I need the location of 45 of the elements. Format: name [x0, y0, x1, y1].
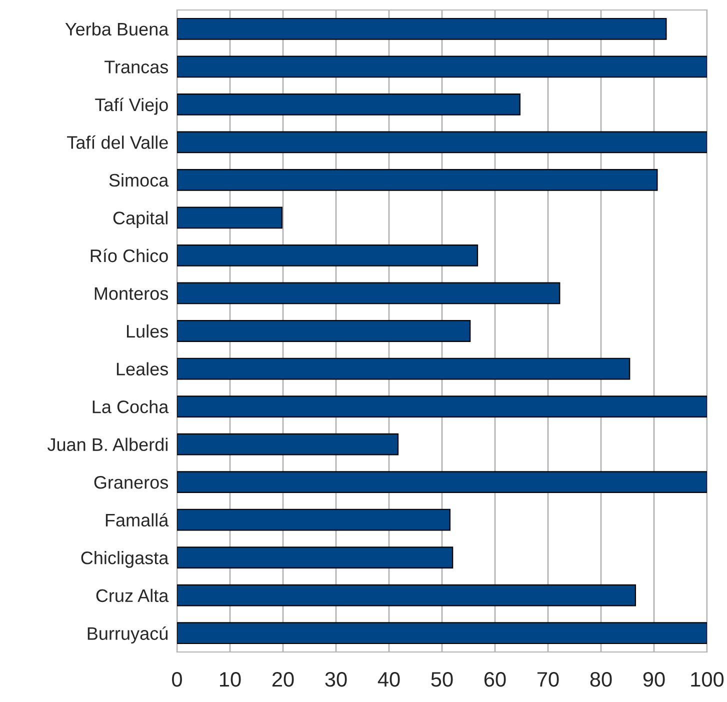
- bar: [177, 206, 282, 229]
- x-tick-label: 30: [325, 672, 347, 687]
- x-tick-label: 10: [220, 672, 241, 687]
- y-tick-label: Simoca: [109, 173, 169, 187]
- bar: [177, 320, 471, 342]
- bar: [177, 396, 707, 418]
- y-tick-label: Lules: [126, 324, 168, 338]
- bar: [177, 244, 478, 266]
- bar: [177, 282, 560, 304]
- x-tick-label: 70: [537, 672, 559, 687]
- y-tick-label: Burruyacú: [88, 626, 168, 644]
- x-tick-label: 50: [431, 672, 453, 687]
- x-tick-label: 20: [272, 672, 294, 687]
- y-tick-label: Trancas: [104, 60, 168, 74]
- y-tick-label: Leales: [116, 362, 168, 376]
- bar: [177, 56, 707, 78]
- y-tick-label: Río Chico: [90, 248, 168, 262]
- bar: [177, 358, 630, 380]
- bar: [177, 584, 636, 606]
- y-tick-label: Capital: [113, 211, 168, 228]
- bar: [177, 471, 707, 493]
- y-tick-label: Tafí Viejo: [95, 98, 168, 115]
- x-tick-label: 80: [590, 672, 612, 687]
- bar: [177, 93, 520, 116]
- y-tick-label: Cruz Alta: [96, 588, 169, 602]
- bar: [177, 508, 451, 531]
- y-tick-label: Yerba Buena: [65, 22, 169, 36]
- y-tick-label: Famallá: [106, 513, 169, 527]
- y-tick-label: La Cocha: [92, 400, 169, 414]
- y-tick-label: Tafí del Valle: [67, 135, 168, 149]
- y-tick-label: Graneros: [94, 476, 168, 489]
- x-tick-label: 60: [484, 672, 506, 687]
- x-tick-label: 100: [691, 672, 724, 687]
- x-tick-label: 90: [643, 672, 665, 687]
- bar: [177, 433, 399, 456]
- bar: [177, 546, 454, 569]
- y-tick-label: Chicligasta: [81, 551, 169, 568]
- bar: [177, 131, 707, 154]
- x-tick-label: 0: [172, 672, 182, 687]
- bar: [177, 18, 667, 40]
- y-tick-label: Juan B. Alberdi: [48, 438, 168, 452]
- y-tick-label: Monteros: [94, 287, 168, 300]
- bar: [177, 622, 707, 644]
- x-tick-label: 40: [378, 672, 400, 687]
- bar: [177, 169, 658, 191]
